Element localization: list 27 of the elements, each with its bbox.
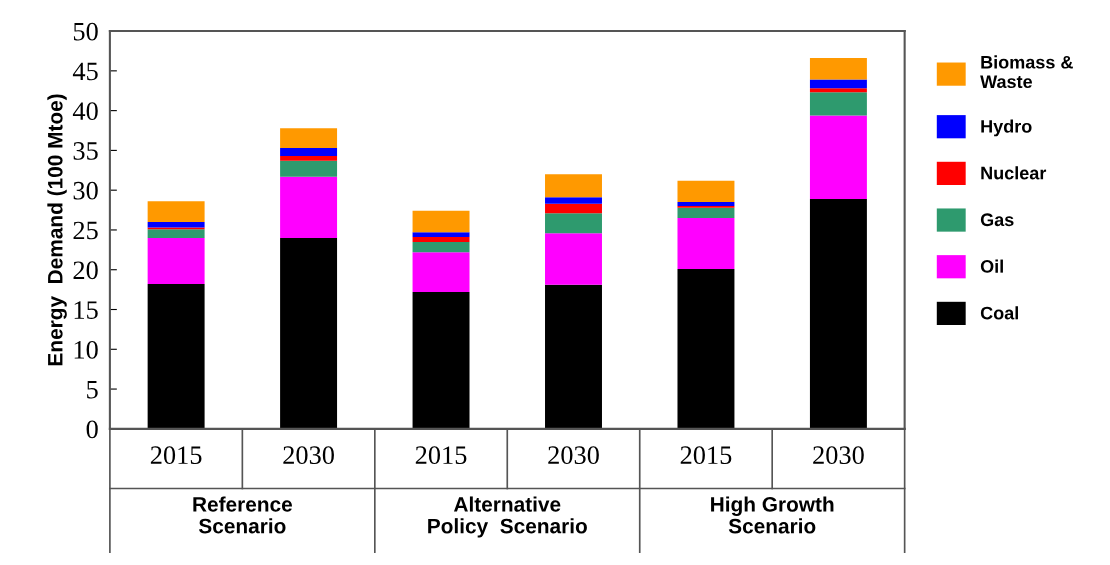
x-tick-label: 2015 [150, 446, 202, 465]
x-tick-label: 2030 [813, 446, 864, 465]
legend-label: Biomass & Waste [980, 55, 1073, 89]
legend-label: Gas [980, 213, 1014, 227]
text: High Growth Scenario [711, 496, 834, 534]
y-tick-label: 0 [86, 420, 98, 439]
legend-label: Coal [980, 306, 1018, 320]
x-tick-label: 2030 [548, 446, 599, 465]
y-tick-label: 30 [73, 181, 98, 200]
text: Reference Scenario [193, 496, 293, 534]
y-tick-label: 25 [73, 221, 98, 240]
y-tick-label: 40 [72, 102, 98, 121]
y-tick-label: 10 [74, 340, 98, 359]
y-axis-title: Energy Demand (100 Mtoe) [47, 94, 67, 366]
text: Alternative Policy Scenario [428, 496, 587, 538]
x-tick-label: 2030 [283, 446, 334, 465]
x-tick-label: 2015 [680, 446, 732, 465]
legend-label: Oil [980, 259, 1003, 273]
x-tick-label: 2015 [415, 446, 467, 465]
y-tick-label: 15 [74, 301, 98, 319]
y-tick-label: 50 [73, 22, 98, 41]
y-tick-label: 20 [73, 261, 98, 280]
legend-label: Hydro [981, 119, 1032, 137]
legend-label: Nuclear [981, 166, 1047, 180]
y-tick-label: 45 [72, 62, 98, 81]
y-tick-label: 5 [87, 380, 98, 399]
y-tick-label: 35 [73, 142, 98, 160]
